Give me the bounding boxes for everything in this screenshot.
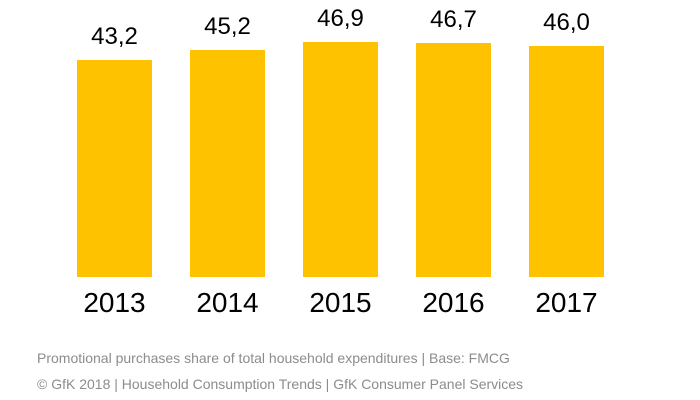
chart-footer: Promotional purchases share of total hou…	[37, 345, 523, 397]
value-label-2017: 46,0	[543, 9, 590, 36]
x-label-2014: 2014	[196, 287, 259, 318]
footer-copyright: © GfK 2018 | Household Consumption Trend…	[37, 376, 524, 392]
plot-area: 43,2 45,2 46,9 46,7 46,0	[77, 0, 604, 277]
bar-2015	[303, 42, 378, 277]
bar-2014	[190, 50, 265, 277]
value-label-2013: 43,2	[91, 23, 138, 50]
x-label-2017: 2017	[535, 287, 598, 318]
value-label-2016: 46,7	[430, 6, 477, 33]
bar-2017	[529, 46, 604, 277]
x-axis-labels: 2013 2014 2015 2016 2017	[77, 287, 604, 319]
x-label-2013: 2013	[83, 287, 146, 318]
bar-column-2016: 46,7	[416, 0, 491, 277]
x-label-2016: 2016	[422, 287, 485, 318]
value-label-2014: 45,2	[204, 13, 251, 40]
x-label-2015: 2015	[309, 287, 372, 318]
bar-column-2017: 46,0	[529, 0, 604, 277]
bar-2013	[77, 60, 152, 277]
bar-2016	[416, 43, 491, 277]
bar-column-2014: 45,2	[190, 0, 265, 277]
value-label-2015: 46,9	[317, 5, 364, 32]
bar-column-2015: 46,9	[303, 0, 378, 277]
footer-caption: Promotional purchases share of total hou…	[37, 350, 510, 366]
bar-column-2013: 43,2	[77, 0, 152, 277]
